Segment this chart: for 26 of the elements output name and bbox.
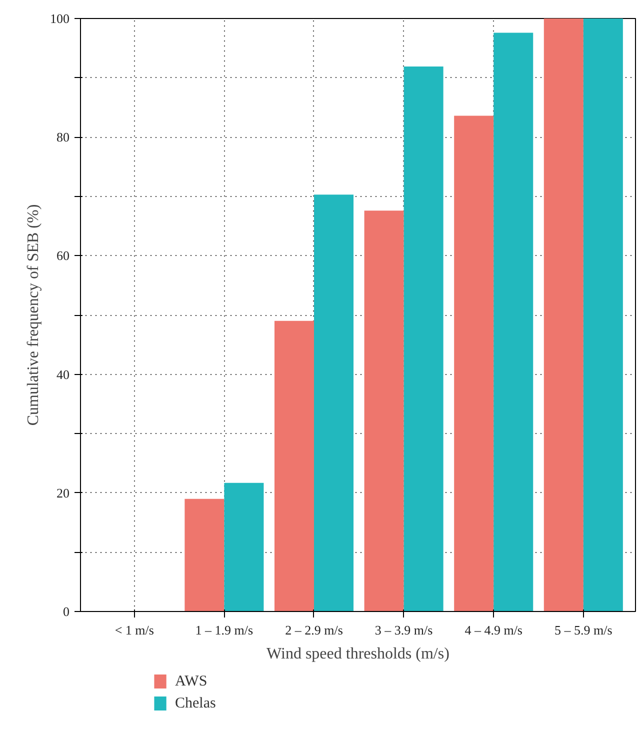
y-tick-label: 40 bbox=[56, 366, 70, 382]
x-tick-label: 2 – 2.9 m/s bbox=[285, 622, 343, 638]
bar bbox=[314, 194, 354, 612]
y-tick-label: 0 bbox=[63, 604, 70, 619]
bar bbox=[364, 210, 404, 612]
x-tick-label: < 1 m/s bbox=[114, 622, 154, 638]
bar bbox=[454, 116, 494, 612]
legend-label: Chelas bbox=[175, 696, 216, 712]
bar bbox=[544, 18, 584, 612]
x-tick-label: 4 – 4.9 m/s bbox=[464, 622, 523, 638]
x-tick-label: 5 – 5.9 m/s bbox=[554, 622, 612, 638]
y-axis-title: Cumulative frequency of SEB (%) bbox=[25, 204, 42, 426]
bar bbox=[494, 32, 534, 612]
y-tick-label: 100 bbox=[50, 11, 70, 26]
x-axis-title: Wind speed thresholds (m/s) bbox=[266, 646, 450, 662]
bar bbox=[274, 320, 314, 612]
x-tick-label: 3 – 3.9 m/s bbox=[374, 622, 433, 638]
bar bbox=[224, 482, 264, 612]
bar bbox=[583, 18, 623, 612]
y-tick-label: 20 bbox=[56, 485, 70, 500]
y-tick-label: 80 bbox=[56, 130, 70, 145]
y-tick-label: 60 bbox=[56, 248, 70, 264]
x-tick-label: 1 – 1.9 m/s bbox=[195, 622, 254, 638]
bar bbox=[184, 498, 224, 612]
bar bbox=[404, 66, 444, 612]
legend-label: AWS bbox=[175, 674, 208, 690]
